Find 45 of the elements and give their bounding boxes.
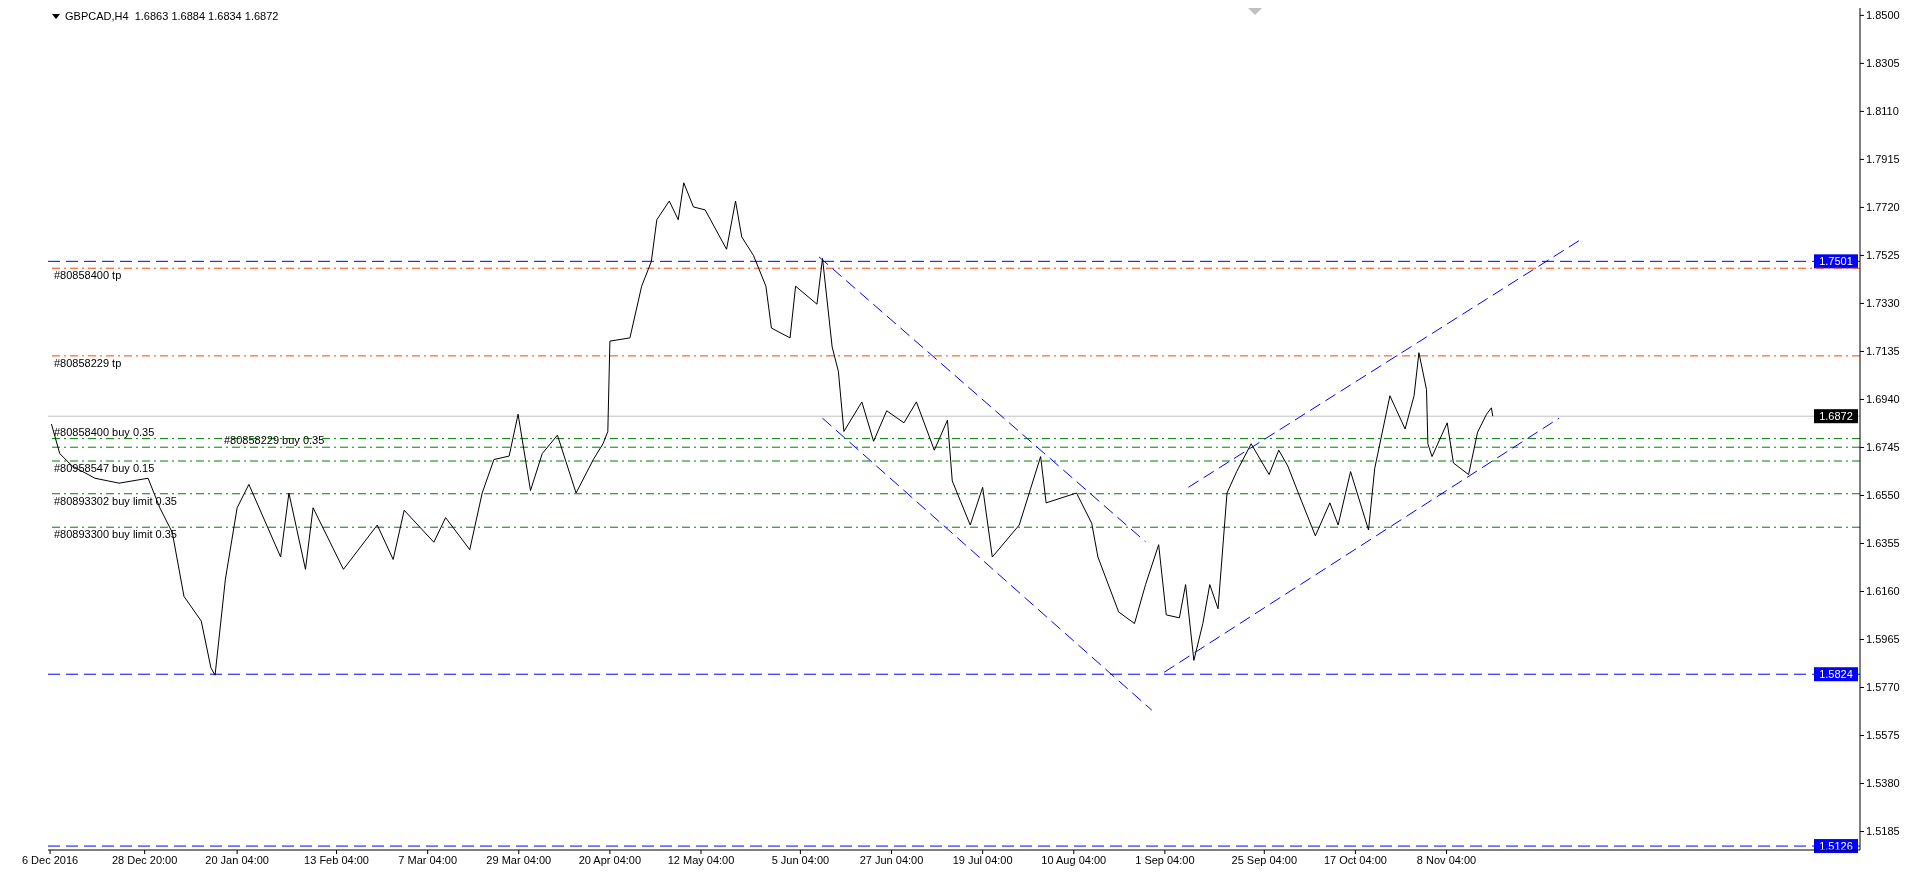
ref-line-label: #80858400 tp [54,269,122,282]
y-tick-label: 1.7135 [1866,345,1900,358]
ref-line-label: 1.5824 [1819,668,1853,681]
x-tick-label: 8 Nov 04:00 [1416,853,1477,866]
ref-line-label: 1.7501 [1819,255,1853,268]
x-tick-label: 7 Mar 04:00 [398,853,458,866]
y-tick-label: 1.7525 [1866,249,1900,262]
y-tick-label: 1.5770 [1866,681,1900,694]
x-tick-label: 13 Feb 04:00 [304,853,369,866]
y-tick-label: 1.8110 [1866,105,1899,118]
y-tick-label: 1.7330 [1866,297,1900,310]
y-tick-label: 1.8500 [1866,9,1900,22]
x-tick-label: 20 Jan 04:00 [205,853,269,866]
line-series [50,182,1494,676]
x-tick-label: 25 Sep 04:00 [1231,853,1298,866]
y-tick-label: 1.8305 [1866,57,1900,70]
ref-line-label: #80858400 buy 0.35 [54,425,155,438]
y-tick-label: 1.6940 [1866,393,1900,406]
y-tick-label: 1.7720 [1866,201,1900,214]
ref-line-label: 1.5126 [1819,840,1853,853]
x-tick-label: 27 Jun 04:00 [859,853,924,866]
x-tick-label: 19 Jul 04:00 [952,853,1013,866]
y-tick-label: 1.6745 [1866,441,1900,454]
x-tick-label: 10 Aug 04:00 [1041,853,1107,866]
x-tick-label: 28 Dec 20:00 [111,853,178,866]
y-tick-label: 1.6355 [1866,537,1900,550]
ref-line-label: #80858229 tp [54,356,122,369]
ref-line-label: #80858229 buy 0.35 [224,434,325,447]
x-tick-label: 17 Oct 04:00 [1323,853,1387,866]
x-tick-label: 29 Mar 04:00 [486,853,552,866]
y-tick-label: 1.7915 [1866,153,1900,166]
y-tick-label: 1.5575 [1866,729,1900,742]
y-tick-label: 1.5185 [1866,825,1900,838]
chart-title: GBPCAD,H4 1.6863 1.6884 1.6834 1.6872 [65,10,279,22]
y-tick-label: 1.6160 [1866,585,1900,598]
x-tick-label: 12 May 04:00 [667,853,735,866]
x-tick-label: 1 Sep 04:00 [1135,853,1195,866]
ref-line-label: #80893300 buy limit 0.35 [54,528,177,541]
x-tick-label: 20 Apr 04:00 [578,853,642,866]
x-tick-label: 5 Jun 04:00 [771,853,830,866]
y-tick-label: 1.6550 [1866,489,1900,502]
y-tick-label: 1.5380 [1866,777,1900,790]
x-tick-label: 6 Dec 2016 [21,853,79,866]
y-tick-label: 1.5965 [1866,633,1900,646]
ref-line-label: 1.6872 [1819,410,1853,423]
